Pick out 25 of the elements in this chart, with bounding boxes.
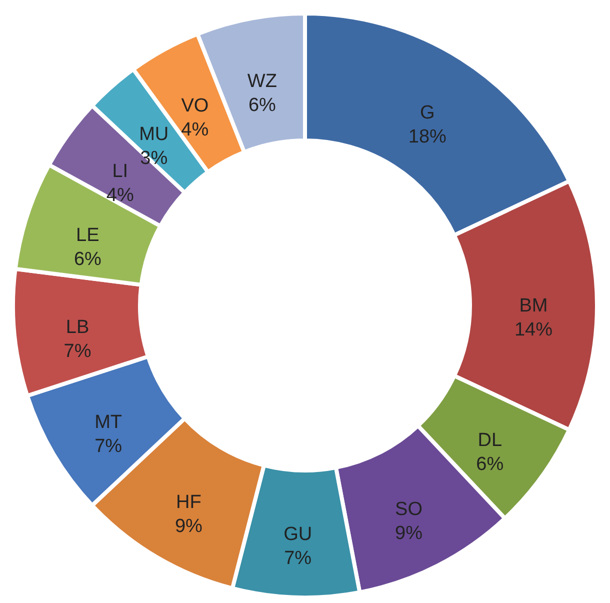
slice-label: BM xyxy=(519,296,548,316)
data-label: 9% xyxy=(174,516,203,538)
data-label: 6% xyxy=(248,95,276,116)
data-label: 6% xyxy=(74,248,102,270)
data-label: 6% xyxy=(476,454,504,475)
slice-label: MT xyxy=(94,412,122,433)
slice-label: LE xyxy=(76,224,100,246)
slice-label: VO xyxy=(181,95,209,116)
slice-label: HF xyxy=(176,492,202,514)
slice-label: LI xyxy=(112,161,128,182)
data-label: 7% xyxy=(284,548,312,569)
data-label: 4% xyxy=(106,185,134,206)
data-label: 4% xyxy=(181,119,209,140)
slice-label: LB xyxy=(66,317,90,338)
data-label: 18% xyxy=(408,126,447,148)
slice-label: DL xyxy=(478,430,502,451)
data-label: 9% xyxy=(395,523,423,544)
slice-label: WZ xyxy=(247,71,278,92)
data-label: 7% xyxy=(64,341,92,362)
slice-label: GU xyxy=(284,524,312,545)
data-label: 14% xyxy=(514,320,553,340)
slice-label: MU xyxy=(139,124,169,146)
slice-label: SO xyxy=(395,499,422,520)
data-label: 7% xyxy=(94,436,122,457)
slice-label: G xyxy=(420,102,435,124)
